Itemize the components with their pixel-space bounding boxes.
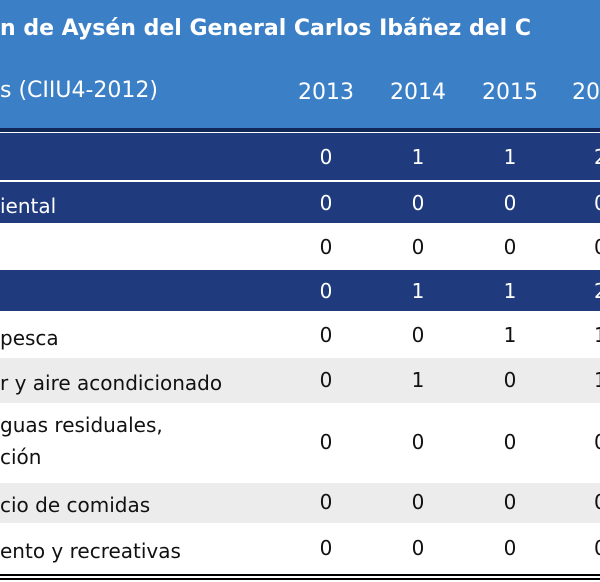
cell-value: 0	[319, 367, 333, 392]
cell-value: 0	[594, 536, 600, 560]
cell-value: 0	[594, 191, 600, 215]
table-row	[0, 270, 600, 311]
cell-value: 1	[594, 323, 600, 347]
row-label: r y aire acondicionado	[0, 370, 223, 395]
year-header: 2013	[298, 80, 354, 105]
table-row	[0, 313, 600, 358]
cell-value: 0	[319, 144, 333, 169]
cell-value: 0	[594, 235, 600, 259]
header-label: s (CIIU4-2012)	[0, 78, 158, 103]
cell-value: 0	[411, 535, 425, 560]
cell-value: 0	[503, 430, 517, 454]
cell-value: 0	[411, 190, 425, 215]
cell-value: 0	[503, 367, 517, 392]
year-header: 2014	[390, 80, 446, 105]
cell-value: 0	[319, 535, 333, 560]
table-row	[0, 483, 600, 523]
row-label: ento y recreativas	[0, 538, 181, 563]
cell-value: 0	[319, 234, 333, 259]
cell-value: 0	[319, 430, 333, 454]
cell-value: 0	[503, 490, 517, 514]
cell-value: 0	[319, 278, 333, 303]
table-row	[0, 358, 600, 403]
header-rule	[0, 128, 600, 132]
cell-value: 0	[319, 322, 333, 347]
table-title: n de Aysén del General Carlos Ibáñez del…	[0, 16, 531, 41]
table-row	[0, 182, 600, 223]
cell-value: 1	[411, 144, 425, 169]
cell-value: 1	[594, 368, 600, 392]
cell-value: 2	[594, 145, 600, 169]
cell-value: 0	[411, 322, 425, 347]
cell-value: 0	[503, 234, 517, 259]
row-label: guas residuales, ción	[0, 413, 163, 469]
cell-value: 1	[503, 278, 517, 303]
cell-value: 0	[503, 190, 517, 215]
bottom-rule	[0, 578, 600, 580]
cell-value: 0	[594, 490, 600, 514]
year-header: 2015	[482, 80, 538, 105]
cell-value: 1	[503, 144, 517, 169]
cell-value: 0	[503, 535, 517, 560]
row-label: pesca	[0, 325, 59, 350]
cell-value: 0	[411, 490, 425, 514]
year-header: 20	[572, 80, 600, 105]
cell-value: 0	[411, 430, 425, 454]
cell-value: 2	[594, 279, 600, 303]
cell-value: 0	[319, 190, 333, 215]
cell-value: 0	[319, 490, 333, 514]
table-row	[0, 133, 600, 180]
row-label: iental	[0, 193, 57, 218]
header-band	[0, 0, 600, 128]
cell-value: 1	[411, 278, 425, 303]
cell-value: 0	[411, 234, 425, 259]
row-label: cio de comidas	[0, 493, 151, 517]
bottom-rule	[0, 574, 600, 576]
cell-value: 0	[594, 430, 600, 454]
cell-value: 1	[411, 367, 425, 392]
table-row	[0, 403, 600, 483]
table-row	[0, 523, 600, 574]
cell-value: 1	[503, 322, 517, 347]
table-row	[0, 225, 600, 270]
